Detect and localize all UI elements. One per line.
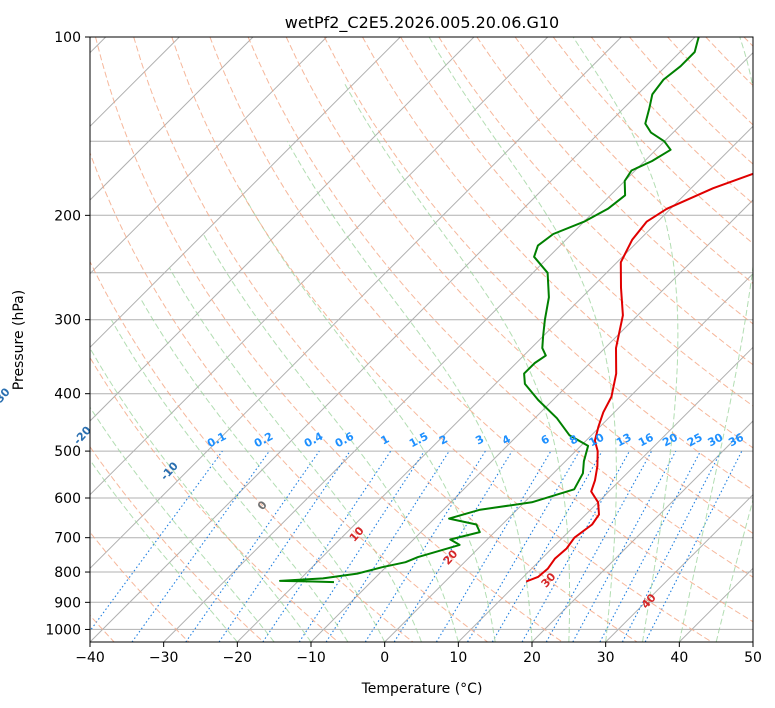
mixing-ratio-label: 13 — [614, 431, 634, 450]
dry-adiabat-line — [90, 356, 339, 642]
y-tick-label: 800 — [54, 565, 81, 581]
moist-adiabat-line — [139, 297, 386, 642]
x-tick-label: 0 — [380, 650, 389, 666]
dry-adiabat-line — [133, 37, 638, 642]
x-tick-label: 40 — [670, 650, 688, 666]
dry-adiabats — [90, 37, 753, 642]
x-tick-label: 30 — [597, 650, 615, 666]
mixing-ratio-line — [521, 450, 630, 642]
mixing-ratio-line — [435, 450, 552, 642]
moist-adiabats — [90, 37, 753, 642]
x-tick-label: −40 — [75, 650, 105, 666]
mixing-ratio-label: 36 — [726, 431, 746, 450]
x-tick-label: −10 — [296, 650, 326, 666]
dry-adiabat-line — [285, 37, 753, 535]
y-tick-label: 700 — [54, 531, 81, 547]
chart-title: wetPf2_C2E5.2026.005.20.06.G10 — [285, 13, 559, 33]
isotherm-line — [457, 346, 753, 642]
isotherm-line — [163, 51, 753, 642]
isotherm-line — [605, 493, 753, 642]
isotherm-line — [90, 37, 549, 496]
mixing-ratio-line — [218, 450, 351, 642]
dry-adiabat-line — [209, 37, 753, 623]
mixing-ratio-line — [364, 450, 486, 642]
y-tick-label: 500 — [54, 444, 81, 460]
isotherm-line — [236, 125, 753, 642]
dry-adiabat-line — [438, 37, 753, 366]
y-tick-label: 400 — [54, 387, 81, 403]
dewpoint-line — [279, 37, 700, 584]
moist-adiabat-line — [90, 406, 275, 642]
mixing-ratio-line — [185, 450, 320, 642]
dry-adiabat-line — [90, 151, 488, 642]
moist-adiabat-line — [202, 233, 459, 642]
moist-adiabat-line — [344, 83, 571, 642]
x-tick-label: 10 — [449, 650, 467, 666]
x-axis-label: Temperature (°C) — [361, 681, 483, 697]
x-tick-label: −30 — [149, 650, 179, 666]
dry-adiabat-line — [247, 37, 753, 578]
mixing-ratio-label: 16 — [636, 431, 656, 450]
moist-adiabat-line — [168, 267, 422, 642]
dry-adiabat-line — [362, 37, 753, 449]
dry-adiabat-line — [400, 37, 753, 407]
temperature-line — [525, 172, 753, 583]
isotherm-line — [90, 37, 622, 570]
y-tick-label: 100 — [54, 30, 81, 46]
x-tick-label: 50 — [744, 650, 762, 666]
mixing-ratio-label: 10 — [587, 431, 607, 450]
plot-background — [90, 37, 753, 642]
mixing-ratio-line — [545, 450, 653, 642]
y-tick-label: 200 — [54, 208, 81, 224]
isotherm-line — [90, 37, 254, 201]
moist-adiabat-line — [572, 37, 679, 642]
dry-adiabat-line — [95, 37, 563, 642]
isotherm-line — [310, 199, 753, 642]
y-axis-label: Pressure (hPa) — [11, 290, 27, 390]
isotherm-line — [531, 420, 753, 642]
moist-adiabat-line — [239, 187, 496, 642]
dry-adiabat-line — [323, 37, 753, 491]
isotherm-line — [90, 37, 401, 349]
plot-frame — [89, 36, 754, 643]
x-tick-label: 20 — [523, 650, 541, 666]
isotherm-line — [90, 37, 475, 422]
x-tick-label: −20 — [223, 650, 253, 666]
y-tick-label: 900 — [54, 595, 81, 611]
mixing-ratio-label: 25 — [685, 431, 705, 450]
isotherm-line — [384, 272, 753, 642]
moist-adiabat-line — [110, 319, 349, 642]
moist-adiabat-line — [678, 37, 753, 642]
dry-adiabat-line — [171, 37, 712, 642]
mixing-ratio-label: 20 — [660, 431, 680, 450]
moist-adiabat-line — [90, 459, 238, 642]
moist-adiabat-line — [428, 37, 617, 642]
y-tick-label: 1000 — [45, 622, 81, 638]
isotherm-line — [90, 37, 328, 275]
sounding-series — [279, 37, 753, 584]
mixing-ratio-label: 30 — [706, 431, 726, 450]
dry-adiabat-line — [90, 445, 264, 642]
axis-ticks: −40 −30 −20 −10 0 10 20 30 40 50 100 200 300 400 500 60… — [45, 30, 762, 666]
moist-adiabat-line — [286, 141, 533, 642]
mixing-ratio-line — [491, 450, 603, 642]
mixing-ratio-line — [467, 450, 580, 642]
grid-lines — [90, 37, 753, 642]
moist-adiabat-line — [90, 347, 312, 642]
y-tick-label: 300 — [54, 313, 81, 329]
y-tick-label: 600 — [54, 491, 81, 507]
